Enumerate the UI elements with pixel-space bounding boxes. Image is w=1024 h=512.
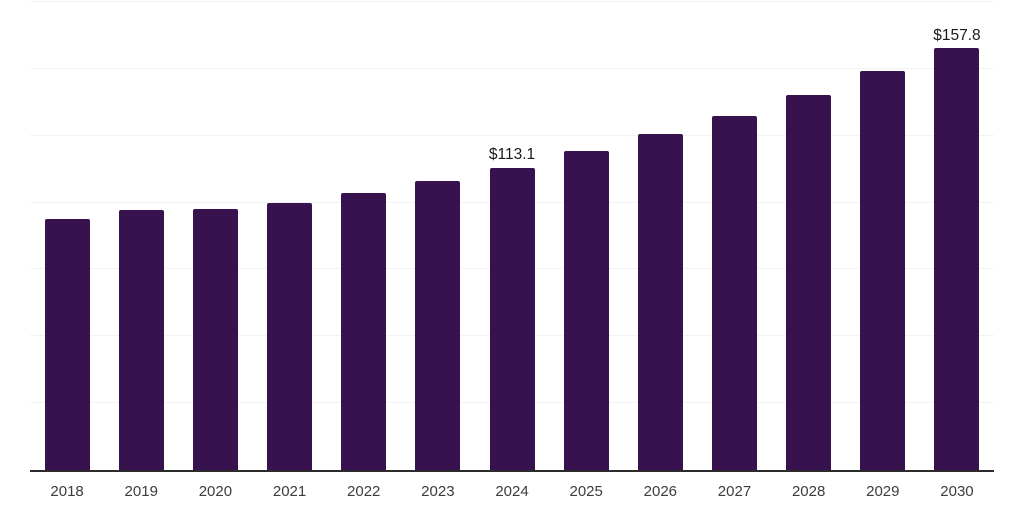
x-tick-2023: 2023 <box>421 483 455 500</box>
bar-slot-2028 <box>772 2 846 470</box>
x-tick-2027: 2027 <box>717 483 752 500</box>
bar-slot-2018 <box>30 2 104 470</box>
x-tick-2018: 2018 <box>50 483 84 500</box>
bar-slot-2030: $157.8 <box>920 2 994 470</box>
bar-2023 <box>415 180 461 470</box>
bar-2022 <box>341 192 387 470</box>
bar-slot-2024: $113.1 <box>475 2 549 470</box>
x-axis-line <box>30 470 994 472</box>
x-tick-2022: 2022 <box>347 483 381 500</box>
bar-slot-2020 <box>178 2 252 470</box>
bar-value-label-2030: $157.8 <box>933 26 981 44</box>
bar-slot-2025 <box>549 2 623 470</box>
bar-2028 <box>786 95 832 470</box>
bar-2024 <box>489 167 535 470</box>
plot-area: $113.1 $157.8 <box>30 1 994 472</box>
bar-slot-2021 <box>252 2 326 470</box>
x-tick-2019: 2019 <box>124 483 158 500</box>
bar-slot-2027 <box>697 2 771 470</box>
bar-slot-2019 <box>104 2 178 470</box>
gridline-125 <box>30 134 994 136</box>
x-tick-2024: 2024 <box>495 483 529 500</box>
bars-row: $113.1 $157.8 <box>30 2 994 470</box>
bar-2027 <box>711 115 757 470</box>
bar-2026 <box>637 134 683 470</box>
bar-2021 <box>267 202 313 470</box>
x-tick-2025: 2025 <box>569 483 603 500</box>
bar-slot-2022 <box>327 2 401 470</box>
gridline-175 <box>30 1 994 2</box>
x-tick-2029: 2029 <box>866 483 900 500</box>
bar-slot-2029 <box>846 2 920 470</box>
x-tick-2020: 2020 <box>198 483 233 500</box>
x-tick-2026: 2026 <box>643 483 678 500</box>
bar-2019 <box>118 209 164 470</box>
x-tick-2030: 2030 <box>940 483 974 500</box>
gridline-150 <box>30 67 994 69</box>
bar-2018 <box>44 218 90 470</box>
bar-slot-2023 <box>401 2 475 470</box>
bar-2030 <box>934 48 980 470</box>
bar-value-label-2024: $113.1 <box>488 146 536 164</box>
bar-2029 <box>860 70 906 470</box>
x-tick-2028: 2028 <box>791 483 826 500</box>
bar-2020 <box>192 209 238 470</box>
x-axis-labels: 2018 2019 2020 2021 2022 2023 2024 2025 2026 2027… <box>30 472 994 499</box>
bar-slot-2026 <box>623 2 697 470</box>
x-tick-2021: 2021 <box>272 483 307 500</box>
bar-2025 <box>563 150 609 470</box>
